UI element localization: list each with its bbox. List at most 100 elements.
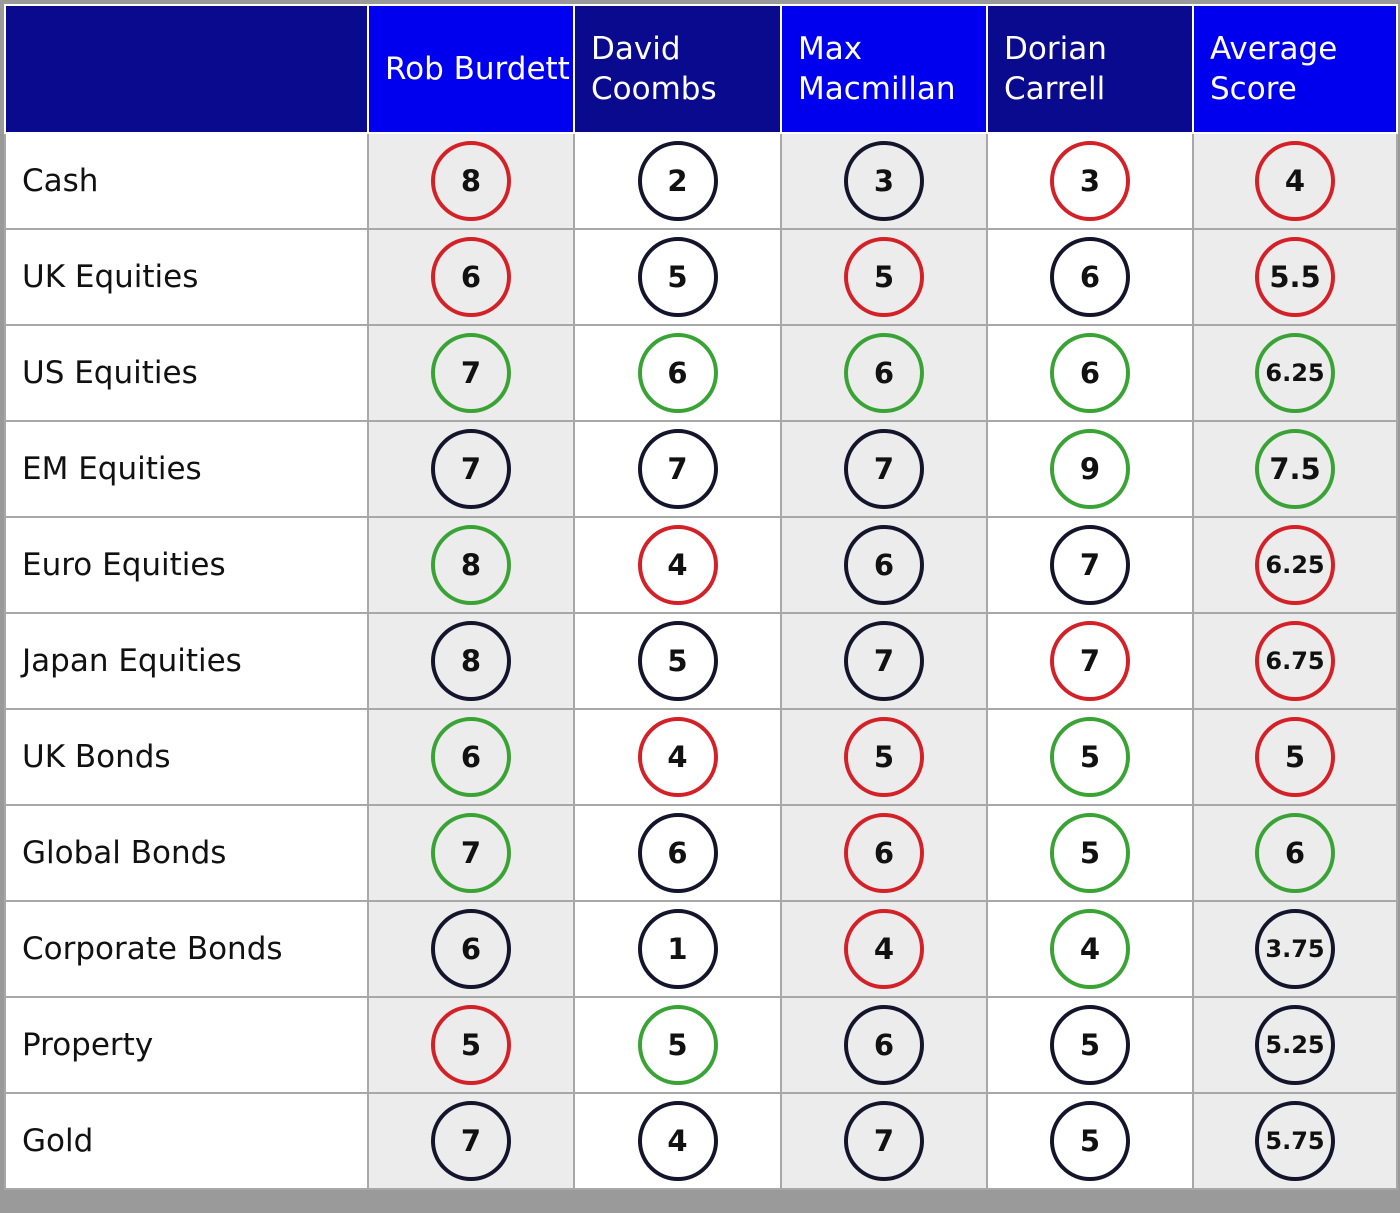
score-cell: 6	[986, 228, 1194, 326]
score-circle: 8	[431, 621, 511, 701]
row-label: Japan Equities	[4, 612, 369, 710]
score-cell: 7	[780, 420, 988, 518]
score-cell: 8	[367, 516, 575, 614]
row-label: Cash	[4, 132, 369, 230]
score-cell: 6.25	[1192, 324, 1398, 422]
score-cell: 6	[573, 324, 782, 422]
score-circle: 6	[844, 333, 924, 413]
score-circle: 1	[637, 909, 718, 989]
score-cell: 6.25	[1192, 516, 1398, 614]
score-circle: 8	[431, 525, 511, 605]
score-circle: 3	[844, 141, 924, 221]
score-cell: 5	[367, 996, 575, 1094]
score-circle: 5	[637, 1005, 718, 1085]
score-circle: 4	[637, 525, 718, 605]
score-cell: 7	[367, 324, 575, 422]
score-cell: 7	[780, 612, 988, 710]
score-circle: 5	[431, 1005, 511, 1085]
score-circle: 6	[844, 813, 924, 893]
score-cell: 4	[573, 516, 782, 614]
score-cell: 7	[986, 612, 1194, 710]
score-circle: 6	[431, 717, 511, 797]
score-circle: 7	[431, 1101, 511, 1181]
score-circle: 5	[844, 717, 924, 797]
table-row: Global Bonds 7 6 6 5 6	[4, 804, 1398, 902]
score-circle: 6	[844, 1005, 924, 1085]
score-circle: 5	[844, 237, 924, 317]
score-circle: 5	[1255, 717, 1335, 797]
score-circle: 4	[1050, 909, 1130, 989]
score-circle: 6	[431, 237, 511, 317]
row-label: US Equities	[4, 324, 369, 422]
score-circle: 6.25	[1255, 525, 1335, 605]
score-cell: 6	[780, 324, 988, 422]
score-cell: 6	[986, 324, 1194, 422]
corner-cell	[4, 4, 369, 134]
score-circle: 5	[637, 621, 718, 701]
score-cell: 7	[367, 1092, 575, 1190]
row-label: Euro Equities	[4, 516, 369, 614]
score-cell: 3	[986, 132, 1194, 230]
score-cell: 4	[573, 708, 782, 806]
score-circle: 4	[637, 717, 718, 797]
score-circle: 8	[431, 141, 511, 221]
score-cell: 7	[367, 420, 575, 518]
table-row: UK Bonds 6 4 5 5 5	[4, 708, 1398, 806]
score-cell: 5	[780, 708, 988, 806]
column-header: Rob Burdett	[367, 4, 575, 134]
score-cell: 8	[367, 612, 575, 710]
score-cell: 7.5	[1192, 420, 1398, 518]
score-cell: 8	[367, 132, 575, 230]
row-label: Property	[4, 996, 369, 1094]
column-header: Average Score	[1192, 4, 1398, 134]
score-circle: 7	[844, 429, 924, 509]
score-circle: 6.25	[1255, 333, 1335, 413]
score-cell: 6.75	[1192, 612, 1398, 710]
score-circle: 2	[637, 141, 718, 221]
score-cell: 6	[780, 996, 988, 1094]
score-circle: 4	[844, 909, 924, 989]
score-cell: 9	[986, 420, 1194, 518]
score-cell: 1	[573, 900, 782, 998]
score-table: Rob Burdett David Coombs Max Macmillan Dori…	[4, 4, 1398, 1190]
score-cell: 6	[573, 804, 782, 902]
score-cell: 3.75	[1192, 900, 1398, 998]
table-row: Japan Equities 8 5 7 7 6.75	[4, 612, 1398, 710]
score-circle: 7	[844, 621, 924, 701]
score-cell: 2	[573, 132, 782, 230]
score-cell: 5	[780, 228, 988, 326]
column-header: Dorian Carrell	[986, 4, 1194, 134]
score-circle: 5.75	[1255, 1101, 1335, 1181]
score-cell: 7	[780, 1092, 988, 1190]
score-cell: 6	[1192, 804, 1398, 902]
score-circle: 7	[1050, 525, 1130, 605]
score-cell: 7	[573, 420, 782, 518]
row-label: EM Equities	[4, 420, 369, 518]
table-row: Property 5 5 6 5 5.25	[4, 996, 1398, 1094]
score-circle: 6	[1050, 333, 1130, 413]
score-circle: 5.5	[1255, 237, 1335, 317]
score-cell: 6	[780, 516, 988, 614]
score-circle: 3.75	[1255, 909, 1335, 989]
score-circle: 9	[1050, 429, 1130, 509]
score-circle: 7	[637, 429, 718, 509]
score-cell: 5	[986, 804, 1194, 902]
row-label: UK Bonds	[4, 708, 369, 806]
score-cell: 5.75	[1192, 1092, 1398, 1190]
score-cell: 6	[367, 228, 575, 326]
score-cell: 7	[367, 804, 575, 902]
score-circle: 6	[431, 909, 511, 989]
score-cell: 4	[1192, 132, 1398, 230]
score-circle: 5	[1050, 813, 1130, 893]
score-cell: 4	[780, 900, 988, 998]
score-circle: 6	[637, 333, 718, 413]
score-circle: 4	[637, 1101, 718, 1181]
score-circle: 6	[637, 813, 718, 893]
score-circle: 6	[1255, 813, 1335, 893]
table-row: Gold 7 4 7 5 5.75	[4, 1092, 1398, 1190]
score-cell: 5	[986, 708, 1194, 806]
score-circle: 7	[431, 813, 511, 893]
score-cell: 5.25	[1192, 996, 1398, 1094]
